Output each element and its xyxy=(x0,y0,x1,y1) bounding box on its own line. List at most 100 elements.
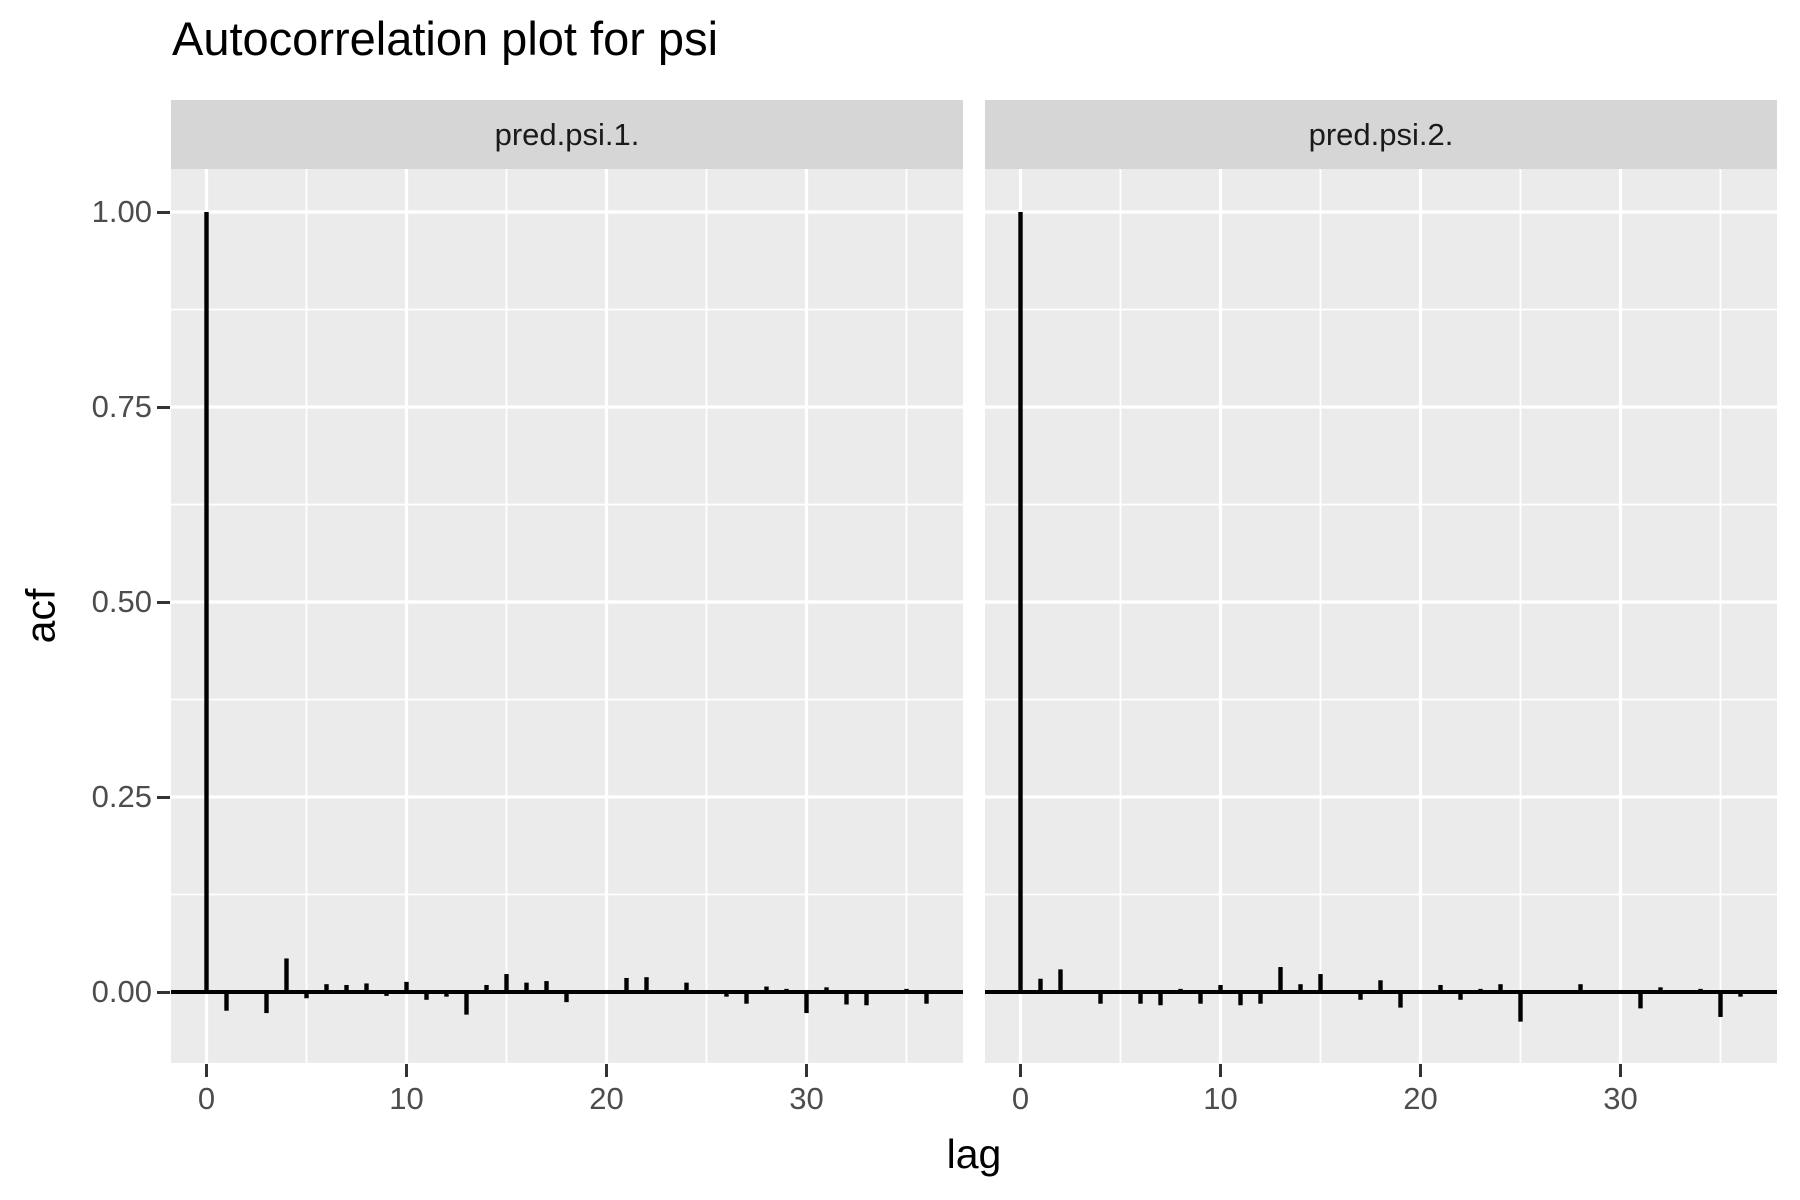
y-tick-label: 0.50 xyxy=(91,584,152,619)
facet-strip-2-label: pred.psi.2. xyxy=(1308,116,1454,152)
acf-bar-lag-36 xyxy=(924,992,929,1004)
y-axis-title: acf xyxy=(17,588,64,644)
acf-bar-lag-19 xyxy=(1398,992,1403,1008)
acf-bar-lag-37 xyxy=(944,990,949,992)
y-tick-label: 1.00 xyxy=(91,194,152,229)
acf-bar-lag-31 xyxy=(1638,992,1643,1009)
acf-bar-lag-32 xyxy=(844,992,849,1005)
acf-bar-lag-9 xyxy=(384,992,389,996)
y-tick-label: 0.00 xyxy=(91,974,152,1009)
acf-bar-lag-28 xyxy=(764,986,769,992)
acf-bar-lag-14 xyxy=(1298,984,1303,992)
acf-bar-lag-22 xyxy=(644,977,649,992)
y-tick-label: 0.25 xyxy=(91,779,152,814)
y-tick-mark xyxy=(157,990,170,994)
y-tick-label: 0.75 xyxy=(91,389,152,424)
acf-bar-lag-1 xyxy=(1038,978,1043,992)
acf-bar-lag-35 xyxy=(904,988,909,992)
acf-bar-lag-18 xyxy=(564,992,569,1003)
acf-bar-lag-24 xyxy=(684,982,689,992)
plot-title: Autocorrelation plot for psi xyxy=(172,12,719,65)
x-tick-label: 0 xyxy=(1011,1081,1030,1116)
acf-bar-lag-21 xyxy=(1438,984,1443,992)
x-tick-mark xyxy=(205,1064,208,1077)
x-tick-mark xyxy=(1219,1064,1222,1077)
acf-bar-lag-37 xyxy=(1758,990,1763,992)
acf-bar-lag-34 xyxy=(1698,988,1703,992)
x-tick-mark xyxy=(805,1064,808,1077)
acf-bar-lag-2 xyxy=(244,991,249,992)
facet-strip-2: pred.psi.2. xyxy=(985,100,1777,169)
acf-bar-lag-11 xyxy=(424,992,429,1000)
acf-bar-lag-8 xyxy=(364,983,369,992)
x-tick-label: 10 xyxy=(389,1081,424,1116)
acf-bar-lag-29 xyxy=(1598,990,1603,992)
acf-bar-lag-0 xyxy=(204,212,209,992)
acf-bar-lag-20 xyxy=(604,990,609,992)
acf-bar-lag-29 xyxy=(784,988,789,992)
acf-bar-lag-27 xyxy=(1558,992,1563,994)
facet-strip-1-label: pred.psi.1. xyxy=(494,116,640,152)
acf-bar-lag-16 xyxy=(1338,990,1343,992)
acf-bar-lag-35 xyxy=(1718,992,1723,1017)
acf-bar-lag-13 xyxy=(464,992,469,1015)
acf-bar-lag-6 xyxy=(324,984,329,992)
acf-bar-lag-23 xyxy=(664,990,669,992)
acf-bar-lag-25 xyxy=(704,992,709,994)
facet-strip-1: pred.psi.1. xyxy=(171,100,963,169)
acf-bar-lag-25 xyxy=(1518,992,1523,1022)
acf-bar-lag-4 xyxy=(1098,992,1103,1004)
x-axis-title: lag xyxy=(946,1131,1002,1177)
acf-bar-lag-7 xyxy=(1158,992,1163,1006)
acf-bar-lag-10 xyxy=(1218,984,1223,992)
acf-bar-lag-5 xyxy=(304,992,309,999)
x-tick-label: 30 xyxy=(1603,1081,1638,1116)
acf-bar-lag-22 xyxy=(1458,992,1463,1000)
acf-panel-1 xyxy=(171,169,963,1063)
acf-bar-lag-31 xyxy=(824,987,829,992)
acf-bar-lag-14 xyxy=(484,984,489,992)
acf-bar-lag-20 xyxy=(1418,992,1423,994)
acf-bar-lag-12 xyxy=(444,992,449,997)
acf-panel-2 xyxy=(985,169,1777,1063)
acf-bar-lag-30 xyxy=(804,992,809,1014)
acf-bar-lag-7 xyxy=(344,984,349,992)
y-tick-mark xyxy=(157,600,170,604)
acf-bar-lag-28 xyxy=(1578,984,1583,992)
acf-bar-lag-0 xyxy=(1018,212,1023,992)
acf-bar-lag-8 xyxy=(1178,988,1183,992)
acf-bars xyxy=(1018,212,1763,1022)
acf-bar-lag-5 xyxy=(1118,992,1123,994)
acf-bar-lag-18 xyxy=(1378,980,1383,992)
acf-bar-lag-26 xyxy=(724,992,729,997)
acf-bar-lag-32 xyxy=(1658,987,1663,992)
acf-bar-lag-26 xyxy=(1538,990,1543,992)
acf-bar-lag-3 xyxy=(264,992,269,1014)
acf-bar-lag-34 xyxy=(884,992,889,994)
x-tick-label: 30 xyxy=(789,1081,824,1116)
acf-bar-lag-27 xyxy=(744,992,749,1004)
x-tick-label: 20 xyxy=(589,1081,624,1116)
x-tick-mark xyxy=(1419,1064,1422,1077)
acf-bar-lag-33 xyxy=(1678,990,1683,992)
x-tick-mark xyxy=(1619,1064,1622,1077)
acf-bar-lag-16 xyxy=(524,982,529,992)
acf-bar-lag-21 xyxy=(624,977,629,992)
acf-bar-lag-30 xyxy=(1618,992,1623,994)
acf-bar-lag-3 xyxy=(1078,990,1083,992)
acf-bar-lag-2 xyxy=(1058,969,1063,992)
acf-bar-lag-15 xyxy=(504,974,509,992)
x-tick-mark xyxy=(605,1064,608,1077)
acf-bar-lag-19 xyxy=(584,992,589,994)
acf-bar-lag-23 xyxy=(1478,988,1483,992)
acf-bar-lag-17 xyxy=(1358,992,1363,1000)
x-tick-mark xyxy=(405,1064,408,1077)
acf-bar-lag-24 xyxy=(1498,984,1503,992)
acf-bar-lag-10 xyxy=(404,981,409,992)
acf-bar-lag-4 xyxy=(284,958,289,992)
acf-bar-lag-11 xyxy=(1238,992,1243,1006)
acf-bar-lag-6 xyxy=(1138,992,1143,1004)
acf-bars xyxy=(204,212,949,1015)
y-tick-mark xyxy=(157,795,170,799)
y-tick-mark xyxy=(157,405,170,409)
